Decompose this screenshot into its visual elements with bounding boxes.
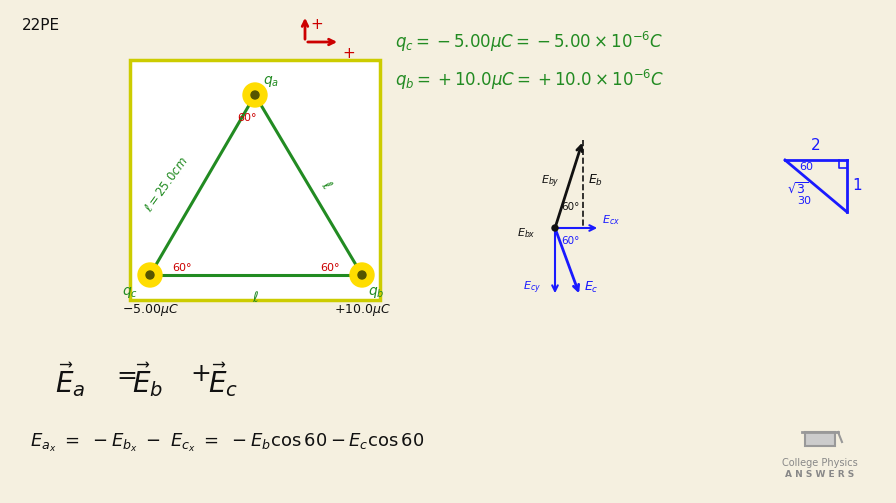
Text: $+10.0\mu C$: $+10.0\mu C$ (333, 302, 391, 318)
Text: $E_{by}$: $E_{by}$ (541, 174, 560, 190)
Text: $q_b$: $q_b$ (368, 285, 384, 300)
Text: 60: 60 (799, 162, 813, 172)
Text: 22PE: 22PE (22, 18, 60, 33)
Text: $-5.00\mu C$: $-5.00\mu C$ (122, 302, 178, 318)
Circle shape (138, 263, 162, 287)
Text: $+$: $+$ (190, 362, 211, 386)
FancyBboxPatch shape (805, 432, 835, 446)
Text: 2: 2 (811, 138, 821, 153)
Text: 60°: 60° (172, 263, 192, 273)
Circle shape (146, 271, 154, 279)
Text: 60°: 60° (561, 236, 580, 246)
Text: $\vec{E}_b$: $\vec{E}_b$ (132, 360, 163, 399)
Text: $q_b = +10.0\mu C = +10.0\times10^{-6}C$: $q_b = +10.0\mu C = +10.0\times10^{-6}C$ (395, 68, 664, 92)
Text: $q_c$: $q_c$ (122, 285, 138, 300)
Circle shape (552, 225, 558, 231)
Text: 30: 30 (797, 196, 811, 206)
Text: $\ell$: $\ell$ (318, 178, 335, 192)
Text: +: + (310, 17, 323, 32)
Text: 60°: 60° (237, 113, 257, 123)
Text: $E_b$: $E_b$ (588, 173, 603, 188)
Circle shape (358, 271, 366, 279)
Text: $\ell$: $\ell$ (253, 290, 260, 305)
Circle shape (350, 263, 374, 287)
Text: $E_{cy}$: $E_{cy}$ (523, 279, 541, 296)
Text: $E_{a_x}\ =\ -E_{b_x}\ -\ E_{c_x}\ =\ -E_b\cos60 - E_c\cos60$: $E_{a_x}\ =\ -E_{b_x}\ -\ E_{c_x}\ =\ -E… (30, 432, 424, 454)
Text: $\sqrt{3}$: $\sqrt{3}$ (787, 182, 808, 197)
Text: $E_{cx}$: $E_{cx}$ (602, 213, 620, 227)
Circle shape (243, 83, 267, 107)
Text: $E_{bx}$: $E_{bx}$ (517, 226, 536, 240)
Text: 60°: 60° (320, 263, 340, 273)
Text: $q_c = -5.00\mu C = -5.00\times10^{-6}C$: $q_c = -5.00\mu C = -5.00\times10^{-6}C$ (395, 30, 663, 54)
Text: $E_c$: $E_c$ (584, 280, 599, 295)
Text: 1: 1 (852, 179, 862, 194)
FancyBboxPatch shape (130, 60, 380, 300)
Circle shape (251, 91, 259, 99)
Text: College Physics: College Physics (782, 458, 857, 468)
Text: $\vec{E}_c$: $\vec{E}_c$ (208, 360, 238, 399)
Text: $\ell = 25.0cm$: $\ell = 25.0cm$ (142, 155, 191, 215)
Text: A N S W E R S: A N S W E R S (786, 470, 855, 479)
Text: $=$: $=$ (112, 362, 137, 386)
Text: $q_a$: $q_a$ (263, 74, 280, 89)
Text: $\vec{E}_a$: $\vec{E}_a$ (55, 360, 85, 399)
Text: 60°: 60° (561, 202, 580, 212)
Text: +: + (342, 46, 355, 61)
